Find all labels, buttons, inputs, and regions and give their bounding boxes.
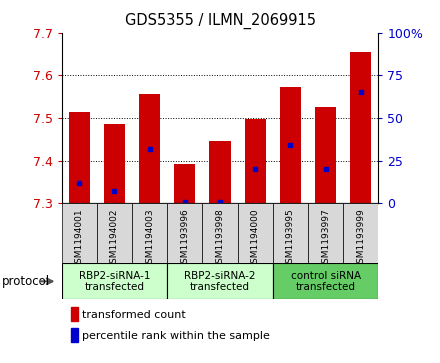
Bar bbox=[273, 263, 378, 299]
Bar bbox=[308, 203, 343, 263]
Text: GSM1194002: GSM1194002 bbox=[110, 208, 119, 269]
Bar bbox=[132, 203, 167, 263]
Bar bbox=[209, 140, 231, 203]
Text: transformed count: transformed count bbox=[82, 310, 186, 320]
Text: GSM1193995: GSM1193995 bbox=[286, 208, 295, 269]
Text: GSM1193999: GSM1193999 bbox=[356, 208, 365, 269]
Text: GSM1194001: GSM1194001 bbox=[75, 208, 84, 269]
Bar bbox=[71, 329, 78, 342]
Bar bbox=[97, 203, 132, 263]
Bar bbox=[280, 87, 301, 203]
Text: GSM1193997: GSM1193997 bbox=[321, 208, 330, 269]
Text: GSM1194003: GSM1194003 bbox=[145, 208, 154, 269]
Text: GSM1194000: GSM1194000 bbox=[251, 208, 260, 269]
Bar bbox=[71, 307, 78, 321]
Bar bbox=[245, 119, 266, 203]
Text: GDS5355 / ILMN_2069915: GDS5355 / ILMN_2069915 bbox=[125, 13, 315, 29]
Text: percentile rank within the sample: percentile rank within the sample bbox=[82, 331, 270, 341]
Text: RBP2-siRNA-1
transfected: RBP2-siRNA-1 transfected bbox=[79, 270, 150, 292]
Bar bbox=[139, 94, 160, 203]
Bar bbox=[167, 263, 273, 299]
Bar bbox=[202, 203, 238, 263]
Bar bbox=[167, 203, 202, 263]
Text: GSM1193996: GSM1193996 bbox=[180, 208, 189, 269]
Bar bbox=[343, 203, 378, 263]
Text: control siRNA
transfected: control siRNA transfected bbox=[290, 270, 361, 292]
Bar bbox=[238, 203, 273, 263]
Text: protocol: protocol bbox=[2, 275, 50, 288]
Text: GSM1193998: GSM1193998 bbox=[216, 208, 224, 269]
Bar bbox=[62, 203, 97, 263]
Bar bbox=[350, 52, 371, 203]
Bar bbox=[69, 111, 90, 203]
Bar bbox=[315, 107, 336, 203]
Text: RBP2-siRNA-2
transfected: RBP2-siRNA-2 transfected bbox=[184, 270, 256, 292]
Bar bbox=[104, 123, 125, 203]
Bar bbox=[62, 263, 167, 299]
Bar bbox=[273, 203, 308, 263]
Bar bbox=[174, 164, 195, 203]
